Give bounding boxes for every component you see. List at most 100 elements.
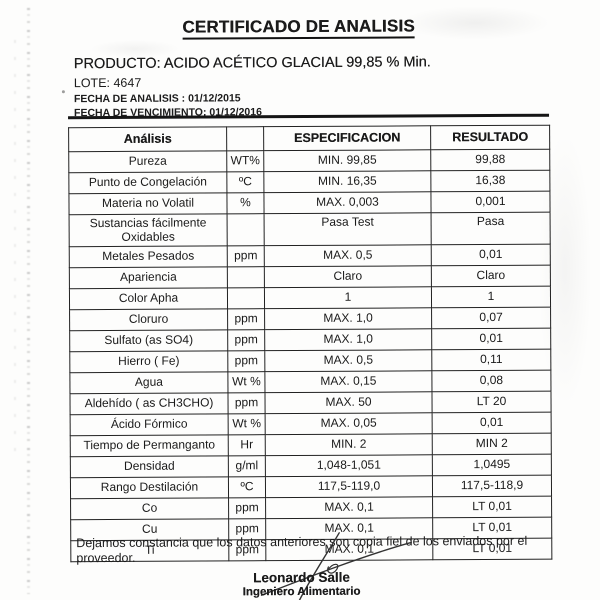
cell-resultado: 1 <box>431 285 551 308</box>
analysis-table-body: Pureza WT% MIN. 99,85 99,88 Punto de Congela… <box>68 149 552 562</box>
cell-unidad <box>227 266 265 288</box>
cell-unidad: WT% <box>226 150 264 172</box>
cell-resultado: 0,11 <box>431 348 551 371</box>
cell-especificacion: Claro <box>264 265 432 288</box>
cell-analisis: Co <box>70 497 229 520</box>
cell-analisis: Color Apha <box>69 287 228 310</box>
cell-unidad: Hr <box>228 434 266 456</box>
cell-unidad: ppm <box>228 497 266 519</box>
cell-unidad: ppm <box>227 350 265 372</box>
cell-resultado: 0,07 <box>431 306 551 329</box>
cell-resultado: Pasa <box>431 212 551 245</box>
table-row: Apariencia Claro Claro <box>69 264 551 289</box>
cell-unidad: % <box>226 192 265 214</box>
cell-analisis: Punto de Congelación <box>68 171 227 194</box>
cell-resultado: 0,01 <box>431 327 551 350</box>
cell-analisis: Metales Pesados <box>69 245 228 268</box>
signer-title: Ingeniero Alimentario <box>242 585 361 599</box>
cell-analisis: Cloruro <box>69 308 228 331</box>
cell-unidad: ºC <box>228 476 266 498</box>
cell-analisis: Rango Destilación <box>70 476 229 499</box>
cell-especificacion: 117,5-119,0 <box>265 475 433 498</box>
cell-unidad: ppm <box>227 308 265 330</box>
cell-especificacion: MIN. 99,85 <box>263 149 431 172</box>
cell-analisis: Materia no Volatil <box>68 192 228 215</box>
product-info-block: PRODUCTO: ACIDO ACÉTICO GLACIAL 99,85 % … <box>74 54 431 120</box>
cell-especificacion: MAX. 1,0 <box>264 328 432 351</box>
table-row: Co ppm MAX. 0,1 LT 0,01 <box>70 495 552 520</box>
table-header-row: Análisis ESPECIFICACION RESULTADO <box>68 125 550 152</box>
cell-resultado: Claro <box>431 264 551 287</box>
scan-edge-artifact-secondary <box>14 40 16 460</box>
cell-resultado: LT 20 <box>431 390 552 413</box>
table-row: Tiempo de Permanganto Hr MIN. 2 MIN 2 <box>70 432 552 457</box>
product-line: PRODUCTO: ACIDO ACÉTICO GLACIAL 99,85 % … <box>73 54 431 73</box>
cell-resultado: 16,38 <box>430 170 550 192</box>
cell-especificacion: MAX. 0,5 <box>264 349 432 372</box>
column-header-resultado: RESULTADO <box>430 125 550 150</box>
analysis-date-line: FECHA DE ANALISIS : 01/12/2015 <box>73 92 241 106</box>
cell-unidad: Wt % <box>227 371 265 393</box>
table-row: Ácido Fórmico Wt % MAX. 0,05 0,01 <box>70 411 552 436</box>
table-row: Color Apha 1 1 <box>69 285 551 310</box>
table-row: Aldehído ( as CH3CHO) ppm MAX. 50 LT 20 <box>69 390 552 415</box>
cell-unidad: ppm <box>227 392 266 414</box>
cell-especificacion: MAX. 1,0 <box>264 307 432 330</box>
cell-unidad: ppm <box>227 329 265 351</box>
cell-unidad: ppm <box>227 245 265 267</box>
scan-edge-artifact <box>27 8 30 594</box>
cell-analisis: Tiempo de Permanganto <box>70 434 229 457</box>
cell-analisis: Ácido Fórmico <box>70 413 229 436</box>
cell-resultado: 0,01 <box>432 411 552 434</box>
cell-unidad: ºC <box>226 171 264 193</box>
scan-dot-artifact <box>61 90 65 94</box>
cell-resultado: 0,001 <box>430 191 551 213</box>
cell-especificacion: MIN. 2 <box>265 433 433 456</box>
cell-unidad <box>227 213 265 246</box>
table-row: Hierro ( Fe) ppm MAX. 0,5 0,11 <box>69 348 551 373</box>
cell-especificacion: MAX. 50 <box>264 391 433 414</box>
cell-analisis: Sulfato (as SO4) <box>69 329 228 352</box>
cell-resultado: 117,5-118,9 <box>432 474 552 497</box>
table-row: Cloruro ppm MAX. 1,0 0,07 <box>69 306 551 331</box>
cell-resultado: 1,0495 <box>432 453 552 476</box>
cell-especificacion: MAX. 0,1 <box>265 496 433 519</box>
cell-especificacion: MAX. 0,05 <box>265 412 433 435</box>
cell-analisis: Sustancias fácilmente Oxidables <box>69 213 228 247</box>
page-title-text: CERTIFICADO DE ANALISIS <box>182 16 415 40</box>
cell-especificacion: Pasa Test <box>264 212 432 246</box>
table-row: Densidad g/ml 1,048-1,051 1,0495 <box>70 453 552 478</box>
cell-resultado: MIN 2 <box>432 432 552 455</box>
table-row: Metales Pesados ppm MAX. 0,5 0,01 <box>69 243 551 268</box>
cell-especificacion: 1 <box>264 286 432 309</box>
column-header-especificacion: ESPECIFICACION <box>263 125 431 151</box>
cell-resultado: LT 0,01 <box>432 495 552 518</box>
cell-resultado: 0,01 <box>431 243 551 266</box>
column-header-analisis: Análisis <box>68 126 227 152</box>
cell-especificacion: MAX. 0,003 <box>263 191 432 214</box>
signature-strokes <box>260 532 412 600</box>
cell-especificacion: MAX. 0,15 <box>264 370 432 393</box>
cell-analisis: Pureza <box>68 150 227 173</box>
cell-analisis: Agua <box>69 371 228 394</box>
table-row: Sulfato (as SO4) ppm MAX. 1,0 0,01 <box>69 327 551 352</box>
cell-analisis: Apariencia <box>69 266 228 289</box>
table-row: Sustancias fácilmente Oxidables Pasa Test… <box>69 212 551 247</box>
page-title: CERTIFICADO DE ANALISIS <box>0 15 599 40</box>
table-row: Materia no Volatil% MAX. 0,003 0,001 <box>68 191 551 215</box>
lot-line: LOTE: 4647 <box>73 75 142 90</box>
cell-especificacion: MIN. 16,35 <box>263 170 431 193</box>
cell-unidad: g/ml <box>228 455 266 477</box>
column-header-unidad <box>226 126 264 151</box>
signer-name: Leonardo Salle <box>253 569 350 586</box>
cell-analisis: Aldehído ( as CH3CHO) <box>69 392 229 415</box>
cell-analisis: Densidad <box>70 455 229 478</box>
analysis-table: Análisis ESPECIFICACION RESULTADO Pureza… <box>68 125 552 562</box>
cell-resultado: 0,08 <box>431 369 551 392</box>
cell-especificacion: MAX. 0,5 <box>264 244 432 267</box>
table-row: Agua Wt % MAX. 0,15 0,08 <box>69 369 551 394</box>
cell-resultado: 99,88 <box>430 149 550 171</box>
cell-analisis: Hierro ( Fe) <box>69 350 228 373</box>
